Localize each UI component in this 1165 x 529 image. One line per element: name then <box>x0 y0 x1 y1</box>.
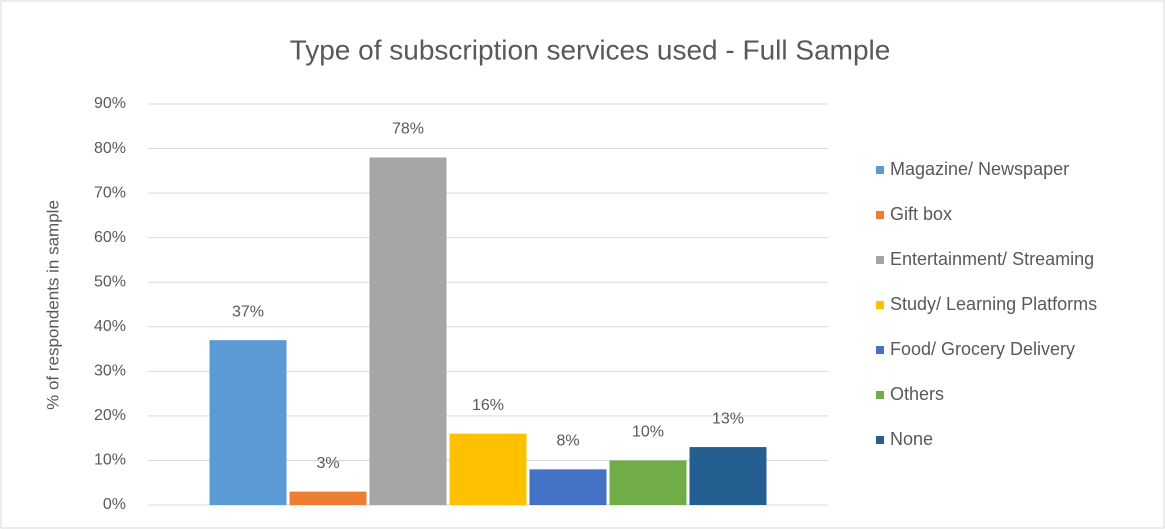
legend-swatch <box>876 256 884 264</box>
legend-swatch <box>876 166 884 174</box>
y-tick-label: 50% <box>94 273 126 290</box>
legend-label: Magazine/ Newspaper <box>890 159 1069 179</box>
y-tick-label: 40% <box>94 318 126 335</box>
legend-swatch <box>876 301 884 309</box>
y-tick-label: 70% <box>94 184 126 201</box>
data-label: 13% <box>712 410 744 427</box>
legend-swatch <box>876 391 884 399</box>
y-axis-label: % of respondents in sample <box>43 200 62 410</box>
data-label: 10% <box>632 424 664 441</box>
y-tick-label: 0% <box>103 496 126 513</box>
legend-swatch <box>876 436 884 444</box>
data-label: 16% <box>472 397 504 414</box>
y-tick-label: 10% <box>94 452 126 469</box>
bar <box>289 491 367 505</box>
bar <box>609 460 687 505</box>
legend-swatch <box>876 346 884 354</box>
bar <box>369 157 447 505</box>
bar <box>689 447 767 505</box>
legend-label: Gift box <box>890 204 952 224</box>
bar <box>209 340 287 505</box>
legend-swatch <box>876 211 884 219</box>
data-label: 3% <box>316 455 339 472</box>
data-label: 78% <box>392 121 424 138</box>
bar <box>529 469 607 505</box>
y-tick-label: 30% <box>94 363 126 380</box>
y-tick-label: 60% <box>94 229 126 246</box>
legend-label: Others <box>890 384 944 404</box>
y-tick-label: 20% <box>94 407 126 424</box>
data-label: 37% <box>232 303 264 320</box>
legend-label: Food/ Grocery Delivery <box>890 339 1075 359</box>
legend-label: Entertainment/ Streaming <box>890 249 1094 269</box>
legend-label: Study/ Learning Platforms <box>890 294 1097 314</box>
legend-label: None <box>890 429 933 449</box>
bar <box>449 433 527 505</box>
data-label: 8% <box>556 433 579 450</box>
y-tick-label: 80% <box>94 140 126 157</box>
chart-title: Type of subscription services used - Ful… <box>290 34 891 65</box>
y-tick-label: 90% <box>94 95 126 112</box>
